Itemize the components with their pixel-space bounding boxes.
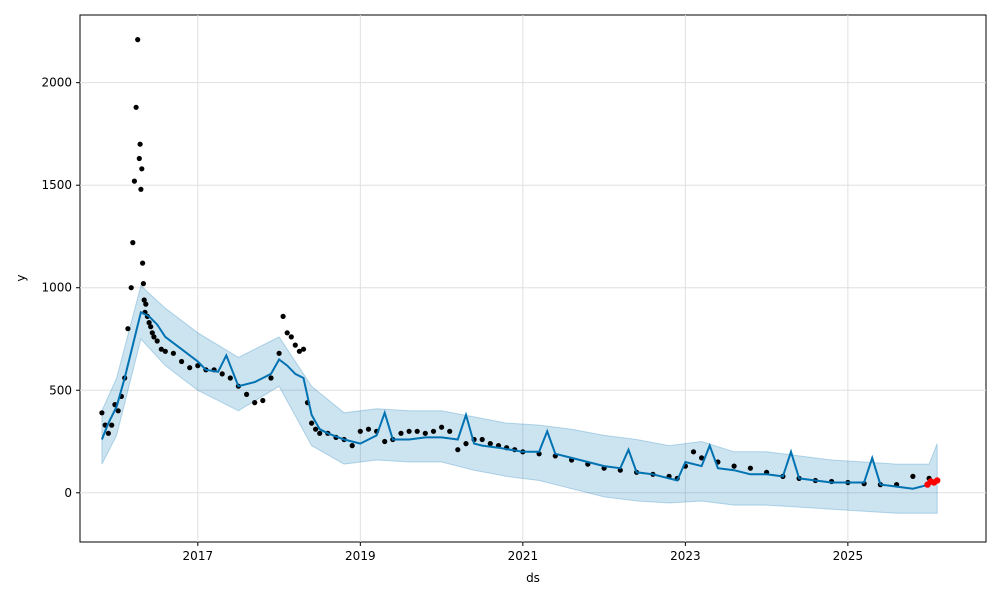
observed-point xyxy=(357,428,363,434)
x-tick-label: 2019 xyxy=(345,549,376,563)
observed-point xyxy=(115,408,121,414)
observed-point xyxy=(382,438,388,445)
observed-point xyxy=(179,358,185,365)
observed-point xyxy=(133,104,139,110)
observed-point xyxy=(422,430,428,436)
observed-point xyxy=(195,363,201,369)
observed-point xyxy=(128,285,134,291)
observed-point xyxy=(398,430,404,436)
observed-point xyxy=(296,348,302,354)
observed-point xyxy=(154,338,160,344)
observed-point xyxy=(288,334,294,340)
observed-point xyxy=(227,375,233,381)
observed-point xyxy=(268,375,274,381)
observed-point xyxy=(455,447,461,453)
y-axis-label: y xyxy=(14,274,28,281)
y-tick-label: 2000 xyxy=(41,76,72,90)
uncertainty-band xyxy=(101,284,938,514)
observed-point xyxy=(146,320,152,326)
observed-point xyxy=(139,166,145,172)
observed-point xyxy=(158,346,164,352)
y-axis-ticks: 0 500 1000 1500 2000 xyxy=(41,76,80,500)
observed-point xyxy=(690,449,697,455)
observed-point xyxy=(141,297,147,303)
observed-point xyxy=(430,428,437,434)
y-tick-label: 1000 xyxy=(41,281,72,295)
observed-point xyxy=(284,330,290,336)
observed-point xyxy=(731,463,737,469)
observed-point xyxy=(109,422,115,428)
highlight-point xyxy=(934,477,941,484)
forecast-line-path xyxy=(100,310,938,490)
observed-point xyxy=(414,428,420,434)
observed-point xyxy=(252,400,258,406)
observed-point xyxy=(244,391,250,397)
observed-point xyxy=(313,426,319,432)
y-gridlines xyxy=(80,82,986,494)
observed-point xyxy=(137,141,143,147)
observed-point xyxy=(138,186,144,192)
observed-point xyxy=(140,281,146,287)
observed-point xyxy=(300,346,307,352)
observed-point xyxy=(309,420,315,426)
observed-point xyxy=(349,443,355,449)
observed-point xyxy=(125,326,131,332)
observed-point xyxy=(148,324,154,330)
observed-point xyxy=(406,428,412,434)
observed-point xyxy=(317,430,323,436)
observed-point xyxy=(136,155,142,162)
observed-point xyxy=(170,350,176,356)
highlight-points xyxy=(924,477,941,488)
observed-point xyxy=(487,441,493,447)
plot-frame xyxy=(79,14,987,543)
observed-point xyxy=(130,240,136,246)
observed-point xyxy=(276,350,282,356)
x-axis-ticks: 2017 2019 2021 2023 2025 xyxy=(183,542,864,563)
x-tick-label: 2021 xyxy=(508,549,539,563)
forecast-line xyxy=(100,310,938,490)
observed-point xyxy=(151,334,157,340)
x-axis-label: ds xyxy=(526,571,540,585)
x-tick-label: 2017 xyxy=(183,549,214,563)
observed-point xyxy=(699,455,705,461)
observed-point xyxy=(365,426,372,432)
observed-point xyxy=(260,397,266,404)
observed-point xyxy=(910,473,916,479)
x-tick-label: 2023 xyxy=(670,549,701,563)
observed-point xyxy=(140,260,146,266)
x-gridlines xyxy=(197,15,849,542)
y-tick-label: 0 xyxy=(64,486,72,500)
observed-point xyxy=(447,428,453,434)
observed-point xyxy=(747,465,754,471)
observed-point xyxy=(439,424,445,430)
uncertainty-interval xyxy=(101,284,938,514)
observed-point xyxy=(143,301,149,307)
observed-point xyxy=(219,371,225,377)
y-tick-label: 1500 xyxy=(41,178,72,192)
observed-point xyxy=(162,348,168,354)
observed-point xyxy=(99,410,105,416)
y-tick-label: 500 xyxy=(49,383,72,397)
observed-point xyxy=(149,330,155,336)
observed-point xyxy=(131,178,137,184)
observed-point xyxy=(479,436,485,443)
observed-point xyxy=(280,313,286,319)
observed-point xyxy=(105,430,111,436)
observed-point xyxy=(187,365,193,371)
observed-point xyxy=(292,342,298,348)
x-tick-label: 2025 xyxy=(833,549,864,563)
observed-point xyxy=(463,441,469,447)
observed-point xyxy=(135,37,141,43)
